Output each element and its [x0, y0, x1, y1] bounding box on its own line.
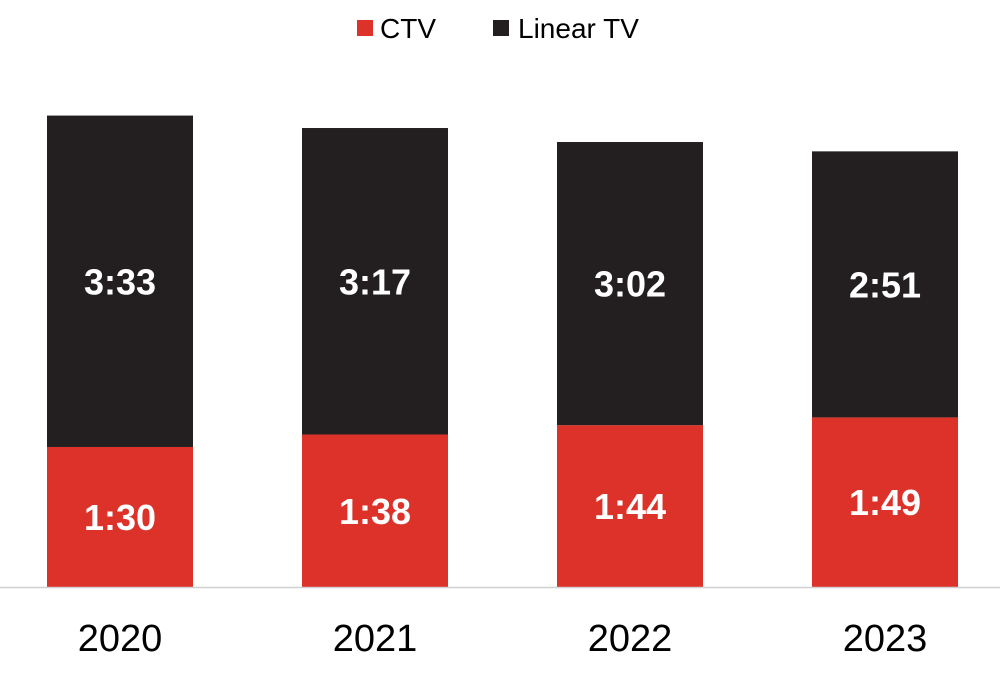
legend-label: Linear TV [518, 13, 639, 44]
legend-swatch [493, 20, 509, 36]
bar-linear-tv-2023 [812, 151, 958, 418]
data-label: 3:17 [339, 261, 411, 302]
data-label: 3:02 [594, 264, 666, 305]
data-label: 1:49 [849, 482, 921, 523]
data-label: 3:33 [84, 261, 156, 302]
x-axis-labels: 2020 2021 2022 2023 [78, 618, 928, 660]
data-label: 1:30 [84, 497, 156, 538]
bar-ctv-2022 [557, 425, 703, 587]
bars: 1:30 3:33 1:38 3:17 1:44 3:02 1:49 2:51 [47, 115, 958, 587]
bar-ctv-2023 [812, 417, 958, 587]
x-tick-label: 2023 [843, 618, 928, 660]
legend: CTV Linear TV [357, 13, 639, 44]
legend-swatch [357, 20, 373, 36]
x-tick-label: 2022 [588, 618, 673, 660]
data-label: 1:38 [339, 491, 411, 532]
legend-label: CTV [380, 13, 436, 44]
x-tick-label: 2020 [78, 618, 163, 660]
data-label: 2:51 [849, 264, 921, 305]
bar-linear-tv-2021 [302, 128, 448, 435]
x-tick-label: 2021 [333, 618, 418, 660]
bar-linear-tv-2022 [557, 142, 703, 426]
data-label: 1:44 [594, 486, 666, 527]
bar-ctv-2020 [47, 446, 193, 587]
bar-linear-tv-2020 [47, 115, 193, 447]
bar-ctv-2021 [302, 434, 448, 587]
